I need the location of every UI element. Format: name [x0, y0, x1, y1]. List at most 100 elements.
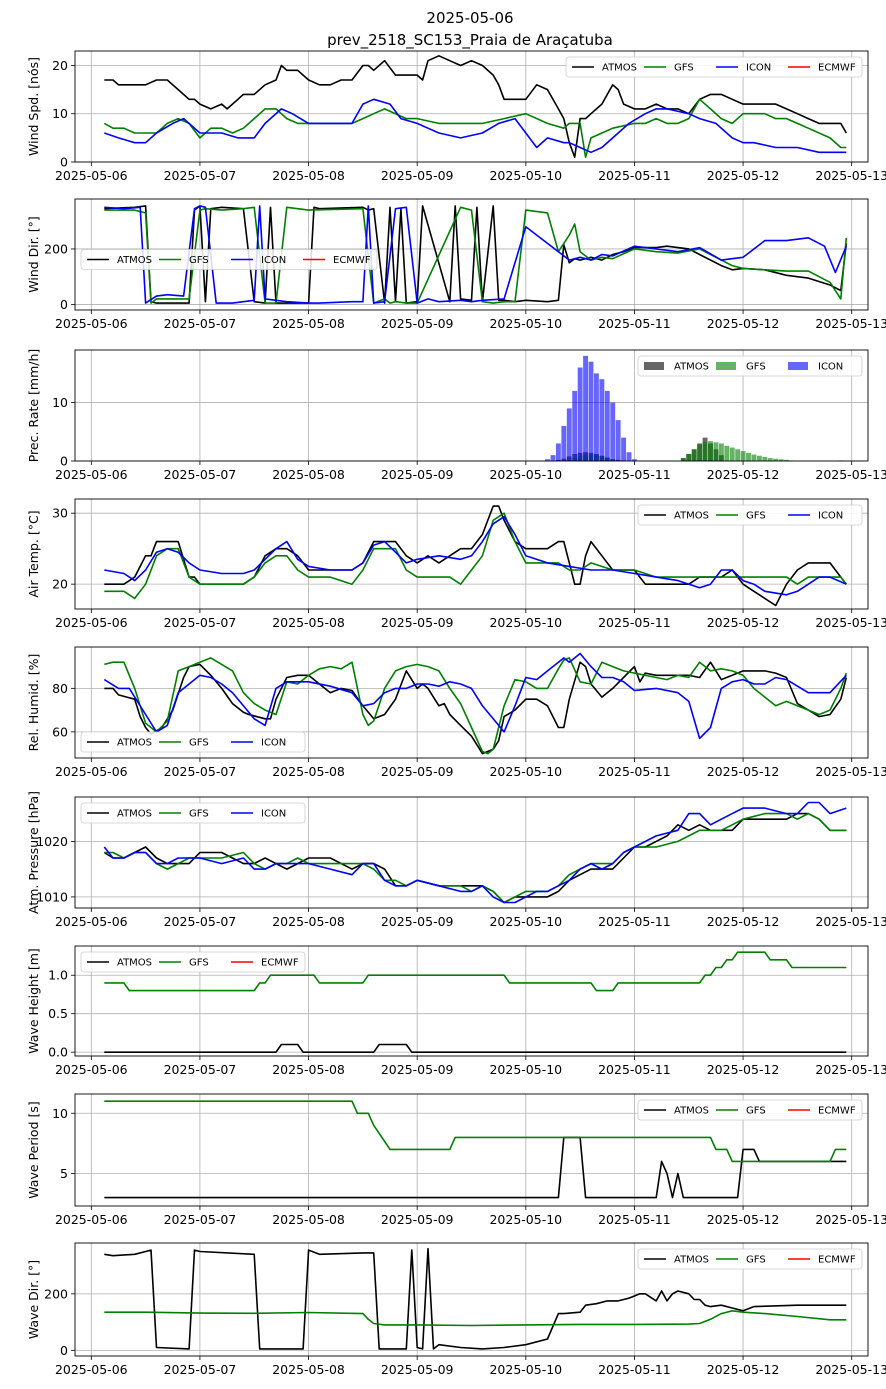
- panels: 2025-05-06 2025-05-07 2025-05-08 2025-05-09…: [26, 50, 886, 1377]
- panel-5: 2025-05-06 2025-05-07 2025-05-08 2025-05-09…: [26, 646, 886, 779]
- legend-label-icon: ICON: [261, 809, 286, 820]
- x-tick-label: 2025-05-07: [164, 1212, 237, 1227]
- y-tick-label: 200: [44, 241, 68, 256]
- y-axis-label: Wave Height [m]: [26, 948, 41, 1054]
- bar-icon: [577, 367, 583, 461]
- x-tick-label: 2025-05-11: [598, 914, 671, 929]
- legend: ATMOS GFS ICON: [80, 802, 306, 824]
- legend-label-atmos: ATMOS: [117, 738, 152, 749]
- bar-gfs: [697, 444, 703, 461]
- x-tick-label: 2025-05-11: [598, 467, 671, 482]
- legend-box: [565, 56, 863, 78]
- x-tick-label: 2025-05-08: [272, 316, 345, 331]
- line-atmos: [104, 54, 847, 158]
- bar-icon: [615, 420, 621, 461]
- line-icon: [103, 801, 847, 904]
- x-tick-label: 2025-05-10: [489, 168, 562, 183]
- x-tick-label: 2025-05-08: [272, 1362, 345, 1377]
- x-tick-label: 2025-05-10: [489, 1362, 562, 1377]
- line-icon: [104, 98, 847, 154]
- legend-label-atmos: ATMOS: [674, 1255, 709, 1266]
- x-tick-label: 2025-05-10: [489, 1062, 562, 1077]
- y-axis-label: Wave Dir. [°]: [26, 1260, 41, 1339]
- bar-icon: [593, 373, 599, 461]
- bar-icon: [632, 459, 637, 461]
- x-tick-label: 2025-05-10: [489, 316, 562, 331]
- y-tick-label: 20: [52, 58, 68, 73]
- y-axis-label: Prec. Rate [mm/h]: [26, 349, 41, 463]
- x-tick-label: 2025-05-07: [164, 467, 237, 482]
- x-tick-label: 2025-05-06: [55, 316, 128, 331]
- x-tick-label: 2025-05-06: [55, 1212, 128, 1227]
- x-tick-label: 2025-05-13: [815, 467, 886, 482]
- x-tick-label: 2025-05-10: [489, 467, 562, 482]
- bar-gfs: [702, 442, 708, 461]
- legend-box: [637, 504, 863, 526]
- x-tick-label: 2025-05-12: [707, 1062, 780, 1077]
- line-gfs: [104, 951, 847, 992]
- legend-label-gfs: GFS: [189, 958, 209, 969]
- x-tick-label: 2025-05-11: [598, 764, 671, 779]
- x-tick-label: 2025-05-12: [707, 1362, 780, 1377]
- x-tick-label: 2025-05-08: [272, 1062, 345, 1077]
- x-tick-label: 2025-05-07: [164, 1062, 237, 1077]
- bar-icon: [572, 390, 578, 461]
- legend: ATMOS GFS ECMWF: [80, 951, 306, 973]
- series-group: [104, 1247, 847, 1350]
- legend-label-icon: ICON: [818, 362, 843, 373]
- x-tick-label: 2025-05-12: [707, 467, 780, 482]
- legend: ATMOS GFS ICON: [80, 731, 306, 753]
- bar-gfs: [756, 455, 762, 461]
- bar-icon: [610, 402, 616, 461]
- x-tick-label: 2025-05-13: [815, 1212, 886, 1227]
- panel-9: 2025-05-06 2025-05-07 2025-05-08 2025-05-09…: [26, 1242, 886, 1377]
- x-tick-label: 2025-05-13: [815, 168, 886, 183]
- x-tick-label: 2025-05-08: [272, 615, 345, 630]
- line-icon: [104, 515, 847, 596]
- x-tick-label: 2025-05-09: [381, 764, 454, 779]
- legend-box: [637, 355, 863, 377]
- x-tick-label: 2025-05-10: [489, 914, 562, 929]
- line-icon: [104, 205, 848, 304]
- bar-icon: [550, 455, 556, 461]
- series-group: [545, 355, 844, 461]
- line-atmos: [104, 1247, 847, 1350]
- y-tick-label: 0.0: [48, 1045, 68, 1060]
- x-tick-label: 2025-05-13: [815, 316, 886, 331]
- bar-icon: [561, 425, 567, 461]
- x-tick-label: 2025-05-06: [55, 615, 128, 630]
- series-group: [103, 801, 847, 904]
- panel-1: 2025-05-06 2025-05-07 2025-05-08 2025-05-09…: [26, 50, 886, 183]
- x-tick-label: 2025-05-07: [164, 168, 237, 183]
- legend-label-atmos: ATMOS: [674, 362, 709, 373]
- legend-label-ecmwf: ECMWF: [333, 255, 371, 266]
- legend-label-gfs: GFS: [746, 511, 766, 522]
- plot-frame: [74, 198, 869, 311]
- x-tick-label: 2025-05-12: [707, 914, 780, 929]
- bar-gfs: [708, 441, 713, 461]
- legend-label-icon: ICON: [746, 63, 771, 74]
- x-tick-label: 2025-05-09: [381, 1062, 454, 1077]
- x-tick-label: 2025-05-07: [164, 764, 237, 779]
- bar-gfs: [680, 458, 686, 461]
- series-group: [104, 951, 847, 1053]
- x-tick-label: 2025-05-09: [381, 914, 454, 929]
- x-tick-label: 2025-05-11: [598, 168, 671, 183]
- panel-8: 2025-05-06 2025-05-07 2025-05-08 2025-05-09…: [26, 1093, 886, 1227]
- legend-label-icon: ICON: [818, 511, 843, 522]
- line-gfs: [104, 657, 848, 755]
- y-tick-label: 20: [52, 577, 68, 592]
- legend-label-ecmwf: ECMWF: [261, 958, 299, 969]
- legend-box: [80, 731, 306, 753]
- y-tick-label: 0.5: [48, 1006, 68, 1021]
- legend: ATMOS GFS ICON: [637, 504, 863, 526]
- legend: ATMOS GFS ICON ECMWF: [565, 56, 863, 78]
- line-icon: [103, 652, 847, 740]
- bar-icon: [588, 361, 594, 461]
- x-tick-label: 2025-05-13: [815, 914, 886, 929]
- legend: ATMOS GFS ECMWF: [637, 1248, 863, 1270]
- y-tick-label: 0: [60, 297, 68, 312]
- legend-label-atmos: ATMOS: [117, 958, 152, 969]
- line-atmos: [104, 1043, 847, 1053]
